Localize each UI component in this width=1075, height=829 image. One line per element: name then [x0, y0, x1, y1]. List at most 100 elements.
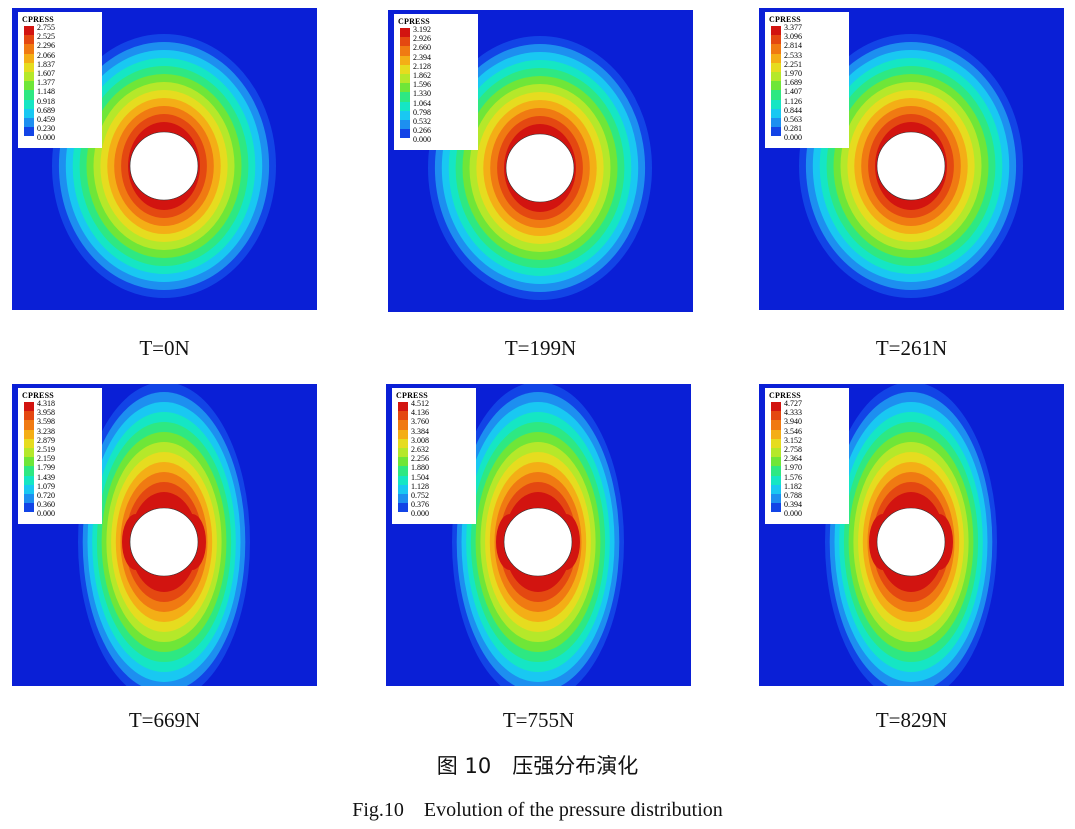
legend-tick: 1.148 — [37, 87, 55, 97]
legend-tick: 2.296 — [37, 41, 55, 51]
legend-tick: 3.096 — [784, 32, 802, 42]
contour-plot-1: CPRESS 2.755 2.525 2.296 2.066 1.837 1.607 1.3… — [12, 8, 317, 310]
center-hole — [505, 133, 575, 203]
contour-image — [12, 384, 317, 686]
legend-tick: 0.000 — [784, 133, 802, 143]
legend-swatch — [400, 110, 410, 120]
color-legend: CPRESS 4.727 4.333 3.940 3.546 3.152 2.758 2.3… — [765, 388, 849, 524]
legend-tick: 1.064 — [413, 98, 431, 108]
legend-swatch — [771, 411, 781, 421]
legend-tick: 0.000 — [37, 133, 55, 143]
legend-swatch — [24, 26, 34, 36]
legend-tick: 2.533 — [784, 50, 802, 60]
legend-swatch — [398, 466, 408, 476]
legend-tick: 2.159 — [37, 454, 55, 464]
contour-plot-6: CPRESS 4.727 4.333 3.940 3.546 3.152 2.758 2.3… — [759, 384, 1064, 686]
legend-swatch — [24, 108, 34, 118]
legend-tick: 1.330 — [413, 89, 431, 99]
legend-tick: 0.394 — [784, 500, 802, 510]
contour-plot-2: CPRESS 3.192 2.926 2.660 2.394 2.128 1.862 1.5… — [388, 10, 693, 312]
legend-ticks: 4.318 3.958 3.598 3.238 2.879 2.519 2.159 1.799… — [37, 399, 55, 518]
legend-swatch — [771, 26, 781, 36]
legend-swatch — [398, 447, 408, 458]
legend-tick: 0.000 — [784, 509, 802, 519]
panel-label: T=829N — [875, 708, 948, 732]
legend-swatch — [24, 81, 34, 91]
legend-ticks: 3.192 2.926 2.660 2.394 2.128 1.862 1.596 1.330… — [413, 25, 431, 144]
legend-tick: 1.880 — [411, 463, 429, 473]
legend-tick: 3.760 — [411, 417, 429, 427]
legend-swatch — [771, 447, 781, 458]
legend-swatch — [771, 127, 781, 137]
legend-title: CPRESS — [398, 17, 430, 26]
legend-tick: 2.128 — [413, 61, 431, 71]
legend-swatch — [398, 438, 408, 448]
legend-swatch — [400, 73, 410, 84]
legend-swatch — [24, 62, 34, 72]
legend-swatch — [24, 44, 34, 54]
legend-swatch — [398, 503, 408, 513]
legend-tick: 4.512 — [411, 399, 429, 408]
legend-tick: 2.755 — [37, 23, 55, 32]
center-hole — [129, 507, 199, 577]
contour-image — [386, 384, 691, 686]
legend-tick: 1.407 — [784, 87, 802, 97]
legend-swatch — [398, 493, 408, 504]
legend-swatch — [398, 402, 408, 412]
legend-swatch — [771, 475, 781, 485]
contour-image — [759, 384, 1064, 686]
legend-swatch — [24, 438, 34, 448]
legend-swatch — [400, 129, 410, 139]
legend-swatch — [24, 99, 34, 109]
legend-ticks: 3.377 3.096 2.814 2.533 2.251 1.970 1.689 1.407… — [784, 23, 802, 142]
legend-tick: 1.837 — [37, 59, 55, 69]
panel-label: T=261N — [875, 336, 948, 360]
legend-tick: 3.238 — [37, 426, 55, 436]
legend-tick: 1.128 — [411, 481, 429, 491]
legend-tick: 1.970 — [784, 463, 802, 473]
legend-tick: 1.689 — [784, 78, 802, 88]
legend-swatch — [771, 503, 781, 513]
legend-swatch — [771, 53, 781, 63]
contour-plot-5: CPRESS 4.512 4.136 3.760 3.384 3.008 2.632 2.2… — [386, 384, 691, 686]
legend-tick: 0.000 — [37, 509, 55, 519]
color-legend: CPRESS 4.512 4.136 3.760 3.384 3.008 2.632 2.2… — [392, 388, 476, 524]
legend-swatch — [771, 420, 781, 430]
legend-swatch — [398, 484, 408, 494]
legend-tick: 0.376 — [411, 500, 429, 510]
color-legend: CPRESS 2.755 2.525 2.296 2.066 1.837 1.607 1.3… — [18, 12, 102, 148]
legend-color-bar — [398, 402, 408, 513]
legend-ticks: 2.755 2.525 2.296 2.066 1.837 1.607 1.377 1.148… — [37, 23, 55, 142]
legend-tick: 3.377 — [784, 23, 802, 32]
contour-plot-4: CPRESS 4.318 3.958 3.598 3.238 2.879 2.519 2.1… — [12, 384, 317, 686]
legend-tick: 4.318 — [37, 399, 55, 408]
center-hole — [876, 131, 946, 201]
legend-swatch — [24, 466, 34, 476]
legend-swatch — [24, 53, 34, 63]
legend-swatch — [400, 101, 410, 111]
center-hole — [503, 507, 573, 577]
legend-tick: 2.926 — [413, 34, 431, 44]
legend-tick: 0.532 — [413, 116, 431, 126]
legend-tick: 2.758 — [784, 444, 802, 454]
figure-caption-chinese: 图 10 压强分布演化 — [436, 754, 639, 778]
legend-color-bar — [771, 402, 781, 513]
legend-tick: 2.066 — [37, 50, 55, 60]
legend-tick: 0.281 — [784, 124, 802, 134]
legend-tick: 3.152 — [784, 435, 802, 445]
panel-label: T=755N — [502, 708, 575, 732]
legend-tick: 0.000 — [411, 509, 429, 519]
legend-color-bar — [24, 402, 34, 513]
legend-ticks: 4.727 4.333 3.940 3.546 3.152 2.758 2.364 1.970… — [784, 399, 802, 518]
contour-plot-3: CPRESS 3.377 3.096 2.814 2.533 2.251 1.970 1.6… — [759, 8, 1064, 310]
legend-tick: 4.727 — [784, 399, 802, 408]
legend-swatch — [24, 493, 34, 504]
legend-tick: 0.689 — [37, 105, 55, 115]
legend-tick: 0.000 — [413, 135, 431, 145]
legend-swatch — [771, 438, 781, 448]
legend-swatch — [771, 99, 781, 109]
legend-swatch — [771, 484, 781, 494]
legend-swatch — [771, 117, 781, 128]
legend-tick: 0.788 — [784, 490, 802, 500]
center-hole — [129, 131, 199, 201]
